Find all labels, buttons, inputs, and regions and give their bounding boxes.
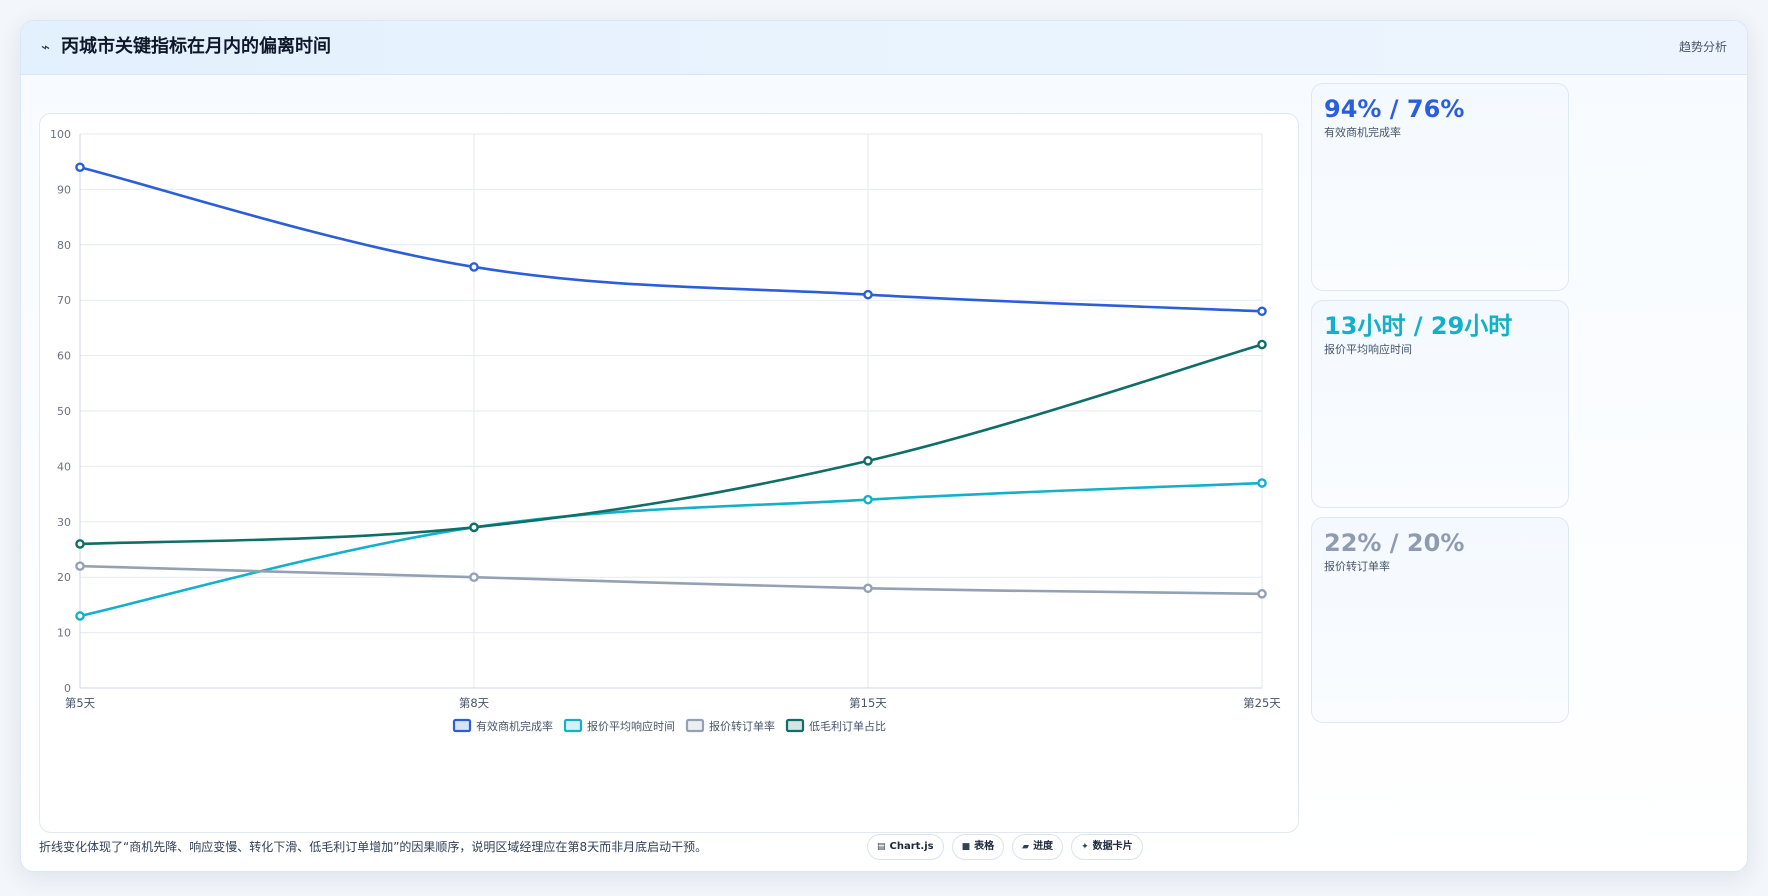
chip-label: Chart.js: [889, 841, 934, 852]
data-point: [1257, 306, 1267, 317]
data-point: [863, 494, 873, 505]
data-point: [75, 539, 85, 549]
data-point: [863, 583, 873, 594]
data-point: [863, 289, 873, 300]
data-point: [75, 162, 85, 173]
legend-label: 低毛利订单占比: [809, 719, 886, 733]
data-point: [1257, 589, 1267, 599]
data-point: [863, 456, 873, 466]
chip-group: ▤ Chart.js ■ 表格 ▰ 进度 ✦ 数据卡片: [867, 834, 1143, 860]
progress-icon: ▰: [1022, 842, 1030, 852]
y-tick-label: 80: [57, 239, 71, 252]
chip-data-card[interactable]: ✦ 数据卡片: [1071, 834, 1143, 860]
chart-icon: ▤: [877, 842, 886, 852]
x-tick-label: 第5天: [65, 696, 96, 710]
data-point: [75, 561, 85, 571]
chart-line-icon: ⌁: [41, 38, 51, 56]
page-title: 丙城市关键指标在月内的偏离时间: [61, 36, 331, 57]
y-tick-label: 0: [64, 682, 71, 695]
y-tick-label: 60: [57, 350, 71, 363]
series-line: [78, 564, 1264, 596]
kpi-card-quote-conversion: 22% / 20% 报价转订单率: [1311, 517, 1569, 723]
kpi-card-lead-completion: 94% / 76% 有效商机完成率: [1311, 83, 1569, 291]
chip-progress[interactable]: ▰ 进度: [1012, 834, 1064, 860]
chip-label: 进度: [1033, 841, 1054, 852]
legend-label: 有效商机完成率: [476, 719, 553, 733]
x-tick-label: 第8天: [459, 696, 490, 710]
series-line: [78, 481, 1264, 618]
kpi-label: 有效商机完成率: [1324, 126, 1401, 139]
kpi-label: 报价平均响应时间: [1324, 343, 1412, 356]
legend-swatch: [785, 718, 805, 733]
y-tick-label: 20: [57, 571, 71, 584]
y-tick-label: 10: [57, 627, 71, 640]
legend-label: 报价平均响应时间: [587, 719, 675, 733]
data-point: [469, 572, 479, 583]
y-tick-label: 70: [57, 294, 71, 307]
y-tick-label: 90: [57, 183, 71, 196]
kpi-card-quote-response: 13小时 / 29小时 报价平均响应时间: [1311, 300, 1569, 508]
y-tick-label: 50: [57, 405, 71, 418]
analysis-tag: 趋势分析: [1678, 40, 1727, 54]
sparkle-icon: ✦: [1081, 842, 1089, 852]
y-tick-label: 100: [50, 128, 71, 141]
x-tick-label: 第15天: [849, 696, 887, 710]
series-line: [78, 343, 1264, 546]
chart-card: ⌁ 丙城市关键指标在月内的偏离时间 趋势分析 0 10 20 30 40 50 60 70 80…: [20, 20, 1748, 872]
chip-chartjs[interactable]: ▤ Chart.js: [867, 834, 944, 860]
chip-table[interactable]: ■ 表格: [951, 834, 1005, 860]
kpi-value: 22% / 20%: [1324, 529, 1465, 557]
y-tick-label: 40: [57, 460, 71, 473]
card-header: ⌁ 丙城市关键指标在月内的偏离时间 趋势分析: [21, 21, 1747, 75]
data-point: [1257, 478, 1267, 488]
data-point: [1257, 339, 1267, 350]
card-body: 0 10 20 30 40 50 60 70 80 90 100 第5天 第8天 第15天 第25天 有效商机…: [21, 75, 1747, 871]
kpi-label: 报价转订单率: [1324, 560, 1390, 573]
chart-panel: 0 10 20 30 40 50 60 70 80 90 100 第5天 第8天 第15天 第25天有效商机…: [39, 113, 1299, 833]
series-line: [78, 165, 1264, 313]
legend-swatch: [452, 718, 472, 733]
data-point: [75, 611, 85, 621]
table-icon: ■: [961, 842, 971, 852]
chip-label: 表格: [974, 841, 995, 852]
legend-swatch: [685, 718, 705, 733]
x-tick-label: 第25天: [1243, 696, 1281, 710]
data-point: [469, 262, 479, 272]
footer-note: 折线变化体现了“商机先降、响应变慢、转化下滑、低毛利订单增加”的因果顺序，说明区…: [39, 840, 708, 854]
data-point: [469, 522, 479, 533]
line-chart: 0 10 20 30 40 50 60 70 80 90 100 第5天 第8天 第15天 第25天有效商机…: [50, 128, 1281, 733]
kpi-value: 94% / 76%: [1324, 95, 1465, 123]
legend-label: 报价转订单率: [709, 719, 775, 733]
y-tick-label: 30: [57, 516, 71, 529]
legend-swatch: [563, 718, 583, 733]
kpi-value: 13小时 / 29小时: [1324, 312, 1513, 340]
chip-label: 数据卡片: [1092, 841, 1133, 852]
